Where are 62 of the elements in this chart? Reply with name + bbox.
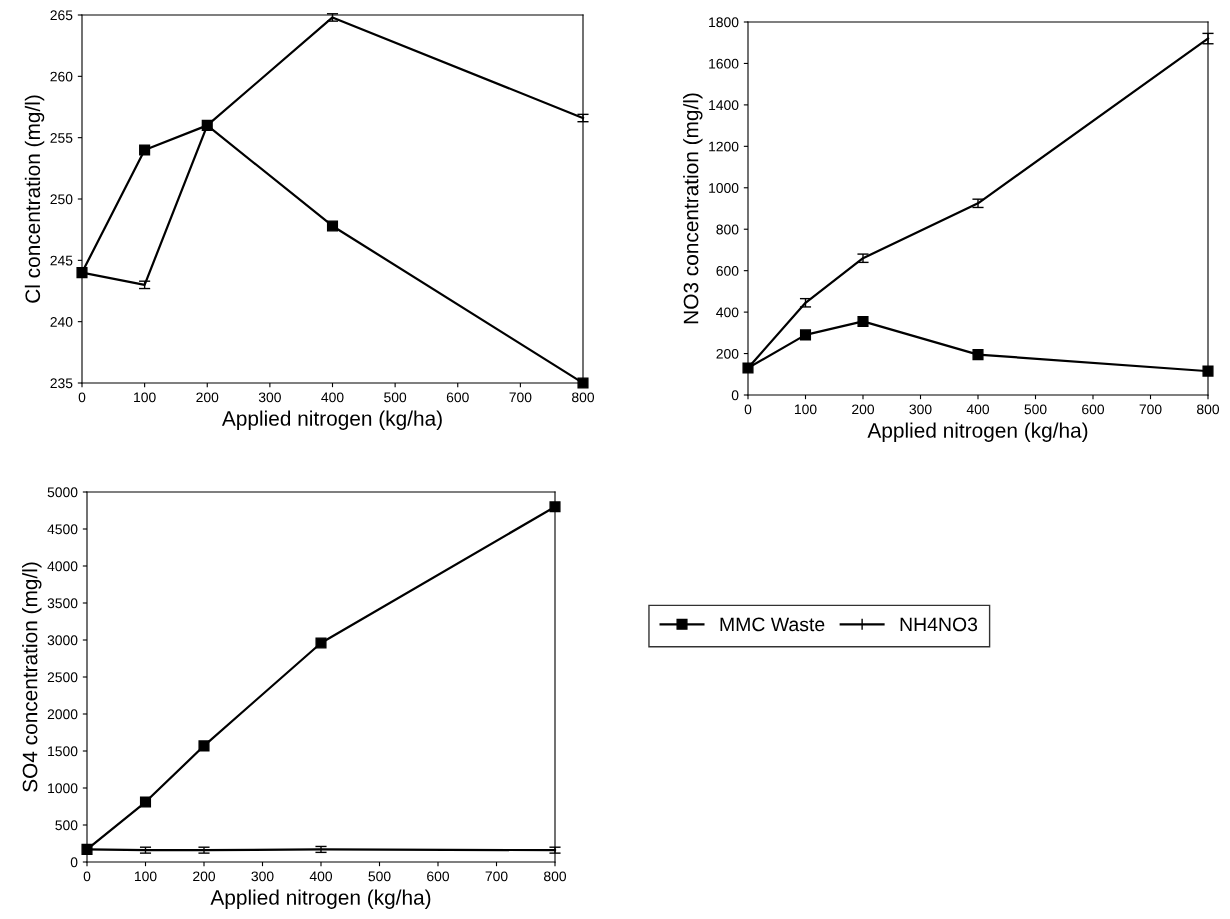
y-tick-label: 4000 — [47, 561, 78, 572]
legend-label: MMC Waste — [720, 617, 825, 632]
x-tick-label: 0 — [744, 404, 752, 415]
x-tick-label: 300 — [251, 871, 274, 882]
x-tick-label: 600 — [427, 871, 450, 882]
x-axis-title: Applied nitrogen (kg/ha) — [867, 422, 1088, 442]
x-axis-title: Applied nitrogen (kg/ha) — [210, 889, 431, 909]
x-tick-label: 500 — [384, 392, 407, 403]
x-tick-label: 800 — [572, 392, 595, 403]
x-tick-label: 400 — [309, 871, 333, 882]
x-tick-label: 600 — [446, 392, 469, 403]
x-tick-label: 0 — [83, 871, 91, 882]
y-tick-label: 240 — [50, 317, 73, 327]
x-axis-title: Applied nitrogen (kg/ha) — [221, 410, 442, 430]
x-tick-label: 100 — [134, 392, 156, 403]
y-tick-label: 255 — [50, 133, 73, 143]
y-tick-label: 250 — [50, 194, 73, 205]
x-tick-label: 700 — [485, 871, 508, 882]
y-tick-label: 400 — [716, 307, 739, 318]
x-tick-label: 400 — [966, 404, 990, 415]
y-tick-label: 800 — [716, 224, 739, 235]
y-tick-label: 600 — [716, 266, 739, 276]
x-tick-label: 600 — [1082, 404, 1105, 415]
x-tick-label: 400 — [321, 392, 344, 403]
x-tick-label: 500 — [368, 871, 391, 882]
x-tick-label: 800 — [544, 871, 567, 882]
y-tick-label: 1400 — [709, 100, 739, 111]
y-tick-label: 1800 — [709, 17, 739, 28]
y-axis-title: Cl concentration (mg/l) — [24, 95, 45, 303]
x-tick-label: 300 — [909, 404, 932, 415]
x-tick-label: 0 — [78, 392, 86, 403]
y-axis-title: NO3 concentration (mg/l) — [683, 93, 703, 324]
x-tick-label: 300 — [258, 392, 281, 403]
x-tick-label: 500 — [1024, 404, 1047, 415]
y-tick-label: 500 — [55, 820, 78, 831]
y-tick-label: 235 — [50, 378, 73, 389]
y-tick-label: 3500 — [47, 598, 78, 609]
x-tick-label: 100 — [134, 871, 157, 882]
y-tick-label: 2500 — [47, 672, 78, 683]
x-tick-label: 100 — [794, 404, 817, 415]
y-tick-label: 260 — [50, 71, 73, 82]
x-tick-label: 700 — [1139, 404, 1162, 415]
y-tick-label: 0 — [70, 857, 78, 868]
y-tick-label: 1000 — [709, 183, 739, 193]
y-tick-label: 1600 — [709, 58, 739, 69]
y-tick-label: 1500 — [48, 746, 78, 757]
y-tick-label: 200 — [716, 348, 739, 359]
y-tick-label: 2000 — [47, 709, 78, 720]
y-tick-label: 4500 — [47, 524, 78, 535]
x-tick-label: 200 — [196, 392, 219, 403]
y-tick-label: 1000 — [48, 783, 78, 794]
y-axis-title: SO4 concentration (mg/l) — [22, 562, 42, 792]
x-tick-label: 200 — [852, 404, 875, 415]
y-tick-label: 5000 — [47, 487, 78, 498]
x-tick-label: 800 — [1197, 404, 1220, 415]
y-tick-label: 1200 — [709, 141, 739, 152]
y-tick-label: 245 — [50, 255, 73, 266]
legend-label: NH4NO3 — [900, 617, 978, 632]
x-tick-label: 200 — [193, 871, 216, 882]
y-tick-label: 265 — [50, 10, 73, 21]
y-tick-label: 3000 — [47, 635, 78, 646]
x-tick-label: 700 — [509, 392, 532, 403]
